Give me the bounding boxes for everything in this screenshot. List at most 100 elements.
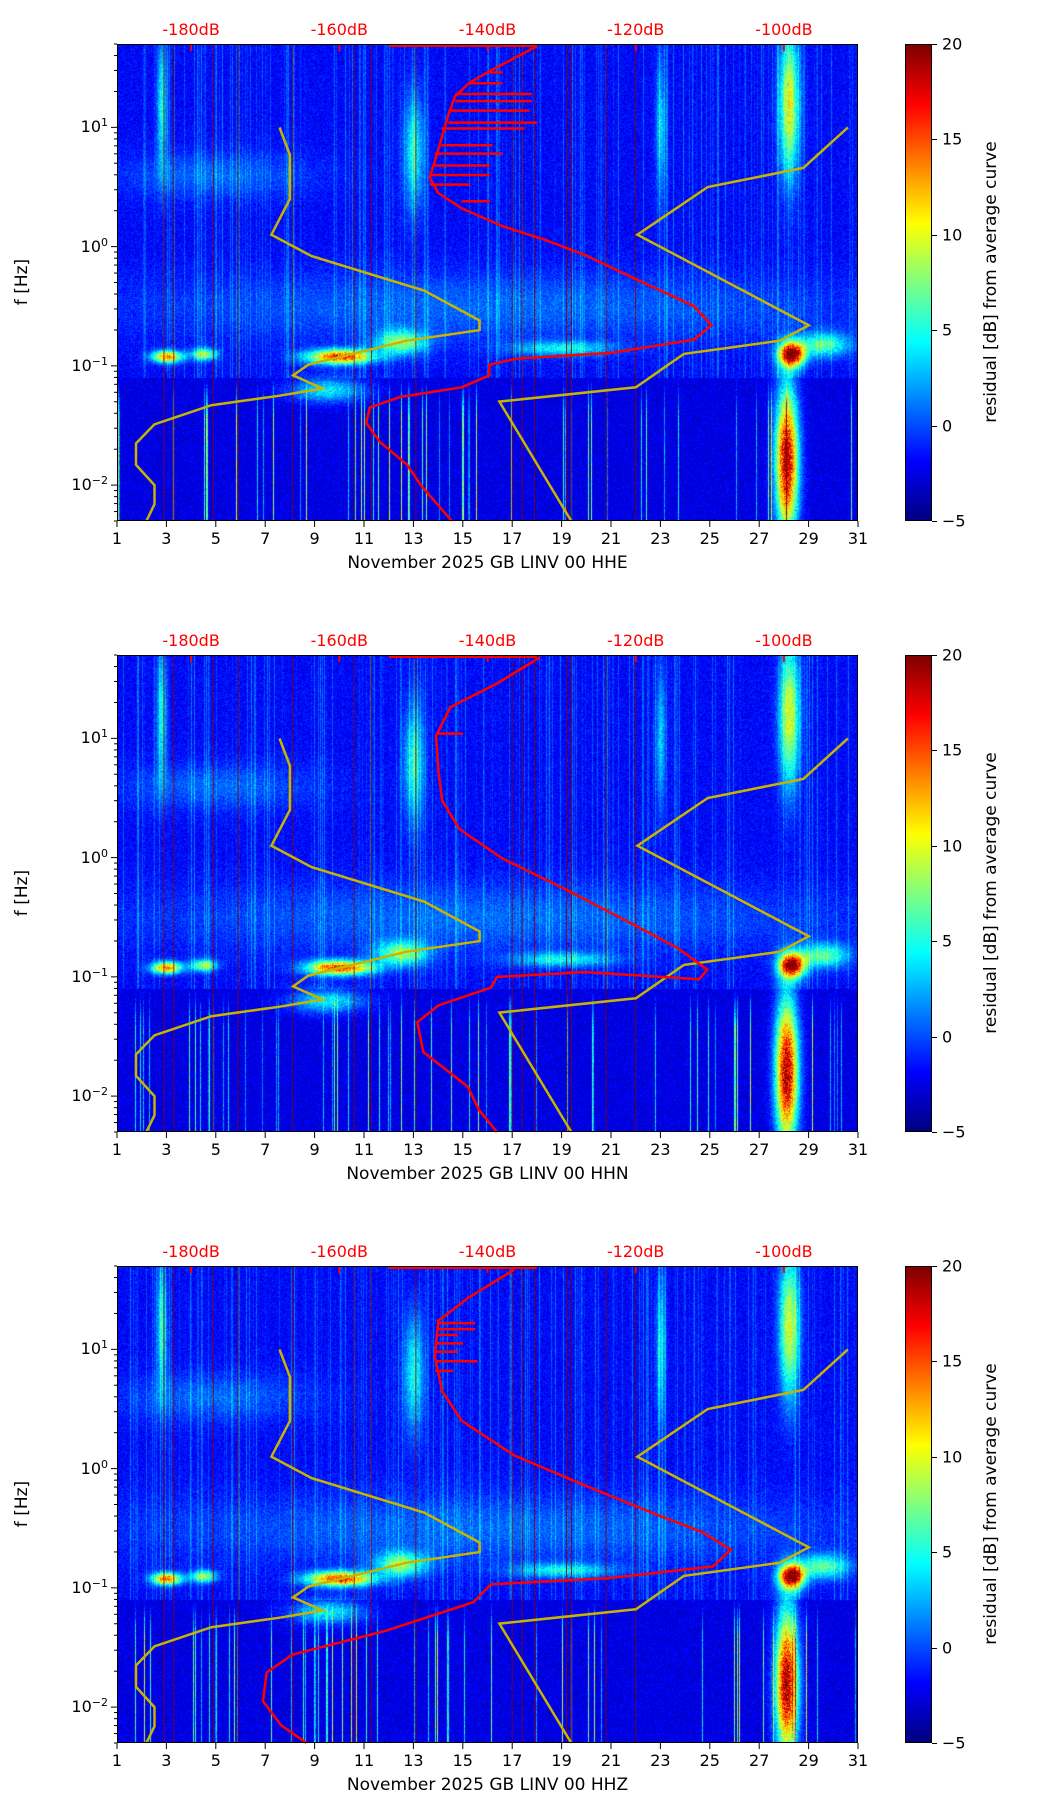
colorbar-tick xyxy=(932,521,937,522)
colorbar-tick-label: 0 xyxy=(942,1638,953,1658)
db-axis-label: -120dB xyxy=(606,1242,665,1261)
y-tick-base: 10 xyxy=(80,117,101,137)
x-tick-label: 5 xyxy=(210,529,221,548)
y-tick-base: 10 xyxy=(80,1339,101,1359)
x-tick-label: 19 xyxy=(551,529,572,548)
x-tick-label: 31 xyxy=(847,1751,869,1770)
y-tick-base: 10 xyxy=(71,1086,92,1106)
colorbar-tick xyxy=(932,1266,937,1267)
x-tick-label: 31 xyxy=(847,1140,869,1159)
residual-heatmap xyxy=(117,1266,858,1743)
y-tick-exponent: 1 xyxy=(101,1338,108,1352)
residual-heatmap xyxy=(117,655,858,1132)
y-tick-label: 10−1 xyxy=(50,966,108,986)
x-tick-label: 5 xyxy=(210,1140,221,1159)
x-tick-label: 1 xyxy=(111,1751,123,1770)
y-tick-base: 10 xyxy=(71,966,92,986)
y-axis-label: f [Hz] xyxy=(12,869,32,917)
spectrogram-plot xyxy=(111,1265,859,1749)
y-tick-label: 10−1 xyxy=(50,1577,108,1597)
y-tick-base: 10 xyxy=(71,1697,92,1717)
db-axis-label: -140dB xyxy=(458,20,517,39)
db-axis-label: -180dB xyxy=(162,20,220,39)
y-tick-exponent: −1 xyxy=(91,965,108,979)
colorbar-tick xyxy=(932,234,937,236)
colorbar-tick xyxy=(932,655,937,656)
colorbar-tick xyxy=(932,44,937,45)
colorbar xyxy=(905,44,932,521)
x-tick-label: 3 xyxy=(161,1751,172,1770)
y-tick-exponent: −2 xyxy=(91,473,108,487)
x-tick-label: 15 xyxy=(452,1140,473,1159)
x-axis-label: November 2025 GB LINV 00 HHN xyxy=(346,1164,629,1184)
high-noise-model-line xyxy=(497,737,849,1133)
x-tick-label: 7 xyxy=(260,1751,271,1770)
db-axis-label: -120dB xyxy=(606,20,665,39)
spectrogram-panel-hhn: -180dB -160dB -140dB -120dB -100dB 1 3 5 7 9 11 13 1… xyxy=(0,611,1052,1184)
x-tick-label: 7 xyxy=(260,529,271,548)
db-axis-label: -100dB xyxy=(755,1242,813,1261)
colorbar-label: residual [dB] from average curve xyxy=(981,141,1001,423)
y-tick-exponent: −1 xyxy=(91,1576,108,1590)
colorbar-tick xyxy=(932,139,937,141)
psd-curve-line xyxy=(416,656,710,1133)
colorbar-tick-label: 5 xyxy=(942,931,953,951)
y-tick-label: 100 xyxy=(50,235,108,255)
y-tick-label: 100 xyxy=(50,1457,108,1477)
x-tick-label: 9 xyxy=(309,1140,320,1159)
y-axis-label: f [Hz] xyxy=(12,258,32,306)
overlay-layer xyxy=(111,43,859,527)
x-tick-label: 1 xyxy=(111,1140,123,1159)
x-tick-label: 23 xyxy=(650,1751,671,1770)
colorbar-tick-label: 15 xyxy=(942,1351,963,1371)
colorbar-tick xyxy=(932,845,937,847)
db-axis-label: -180dB xyxy=(162,631,220,650)
x-tick-label: 25 xyxy=(699,1751,720,1770)
y-tick-exponent: 1 xyxy=(101,116,108,130)
colorbar-tick-label: 20 xyxy=(942,34,963,54)
x-tick-label: 25 xyxy=(699,529,720,548)
x-tick-label: 19 xyxy=(551,1751,572,1770)
colorbar-tick-label: 10 xyxy=(942,225,963,245)
x-tick-label: 17 xyxy=(502,1751,523,1770)
y-tick-exponent: −1 xyxy=(91,354,108,368)
colorbar-tick xyxy=(932,330,937,332)
colorbar-tick-label: 15 xyxy=(942,129,963,149)
x-tick-label: 9 xyxy=(309,1751,320,1770)
x-tick-label: 5 xyxy=(210,1751,221,1770)
y-tick-base: 10 xyxy=(80,1458,101,1478)
y-tick-base: 10 xyxy=(80,728,101,748)
psd-curve-line xyxy=(261,1268,733,1744)
y-tick-label: 10−2 xyxy=(50,1085,108,1105)
y-tick-base: 10 xyxy=(80,236,101,256)
db-axis-label: -180dB xyxy=(162,1242,220,1261)
y-tick-base: 10 xyxy=(71,475,92,495)
colorbar-tick-label: 5 xyxy=(942,320,953,340)
colorbar-tick-label: 20 xyxy=(942,1256,963,1276)
colorbar xyxy=(905,1266,932,1743)
x-tick-label: 13 xyxy=(403,1751,424,1770)
y-tick-exponent: −2 xyxy=(91,1084,108,1098)
low-noise-model-line xyxy=(134,737,481,1133)
colorbar-tick xyxy=(932,941,937,943)
colorbar xyxy=(905,655,932,1132)
db-axis-label: -140dB xyxy=(458,1242,517,1261)
spectrogram-plot xyxy=(111,43,859,527)
x-tick-label: 17 xyxy=(502,529,523,548)
colorbar-tick-label: −5 xyxy=(942,1122,966,1142)
x-tick-label: 31 xyxy=(847,529,869,548)
x-tick-label: 15 xyxy=(452,529,473,548)
high-noise-model-line xyxy=(497,126,849,522)
x-tick-label: 11 xyxy=(353,1140,375,1159)
low-noise-model-line xyxy=(134,1348,481,1744)
colorbar-tick-label: −5 xyxy=(942,1733,966,1753)
colorbar-tick-label: 10 xyxy=(942,1447,963,1467)
y-tick-label: 101 xyxy=(50,727,108,747)
psd-curve-line xyxy=(364,45,714,522)
x-tick-label: 7 xyxy=(260,1140,271,1159)
x-tick-label: 15 xyxy=(452,1751,473,1770)
x-tick-label: 29 xyxy=(798,1751,819,1770)
db-axis-label: -100dB xyxy=(755,631,813,650)
y-tick-exponent: −2 xyxy=(91,1695,108,1709)
low-noise-model-line xyxy=(134,126,481,522)
